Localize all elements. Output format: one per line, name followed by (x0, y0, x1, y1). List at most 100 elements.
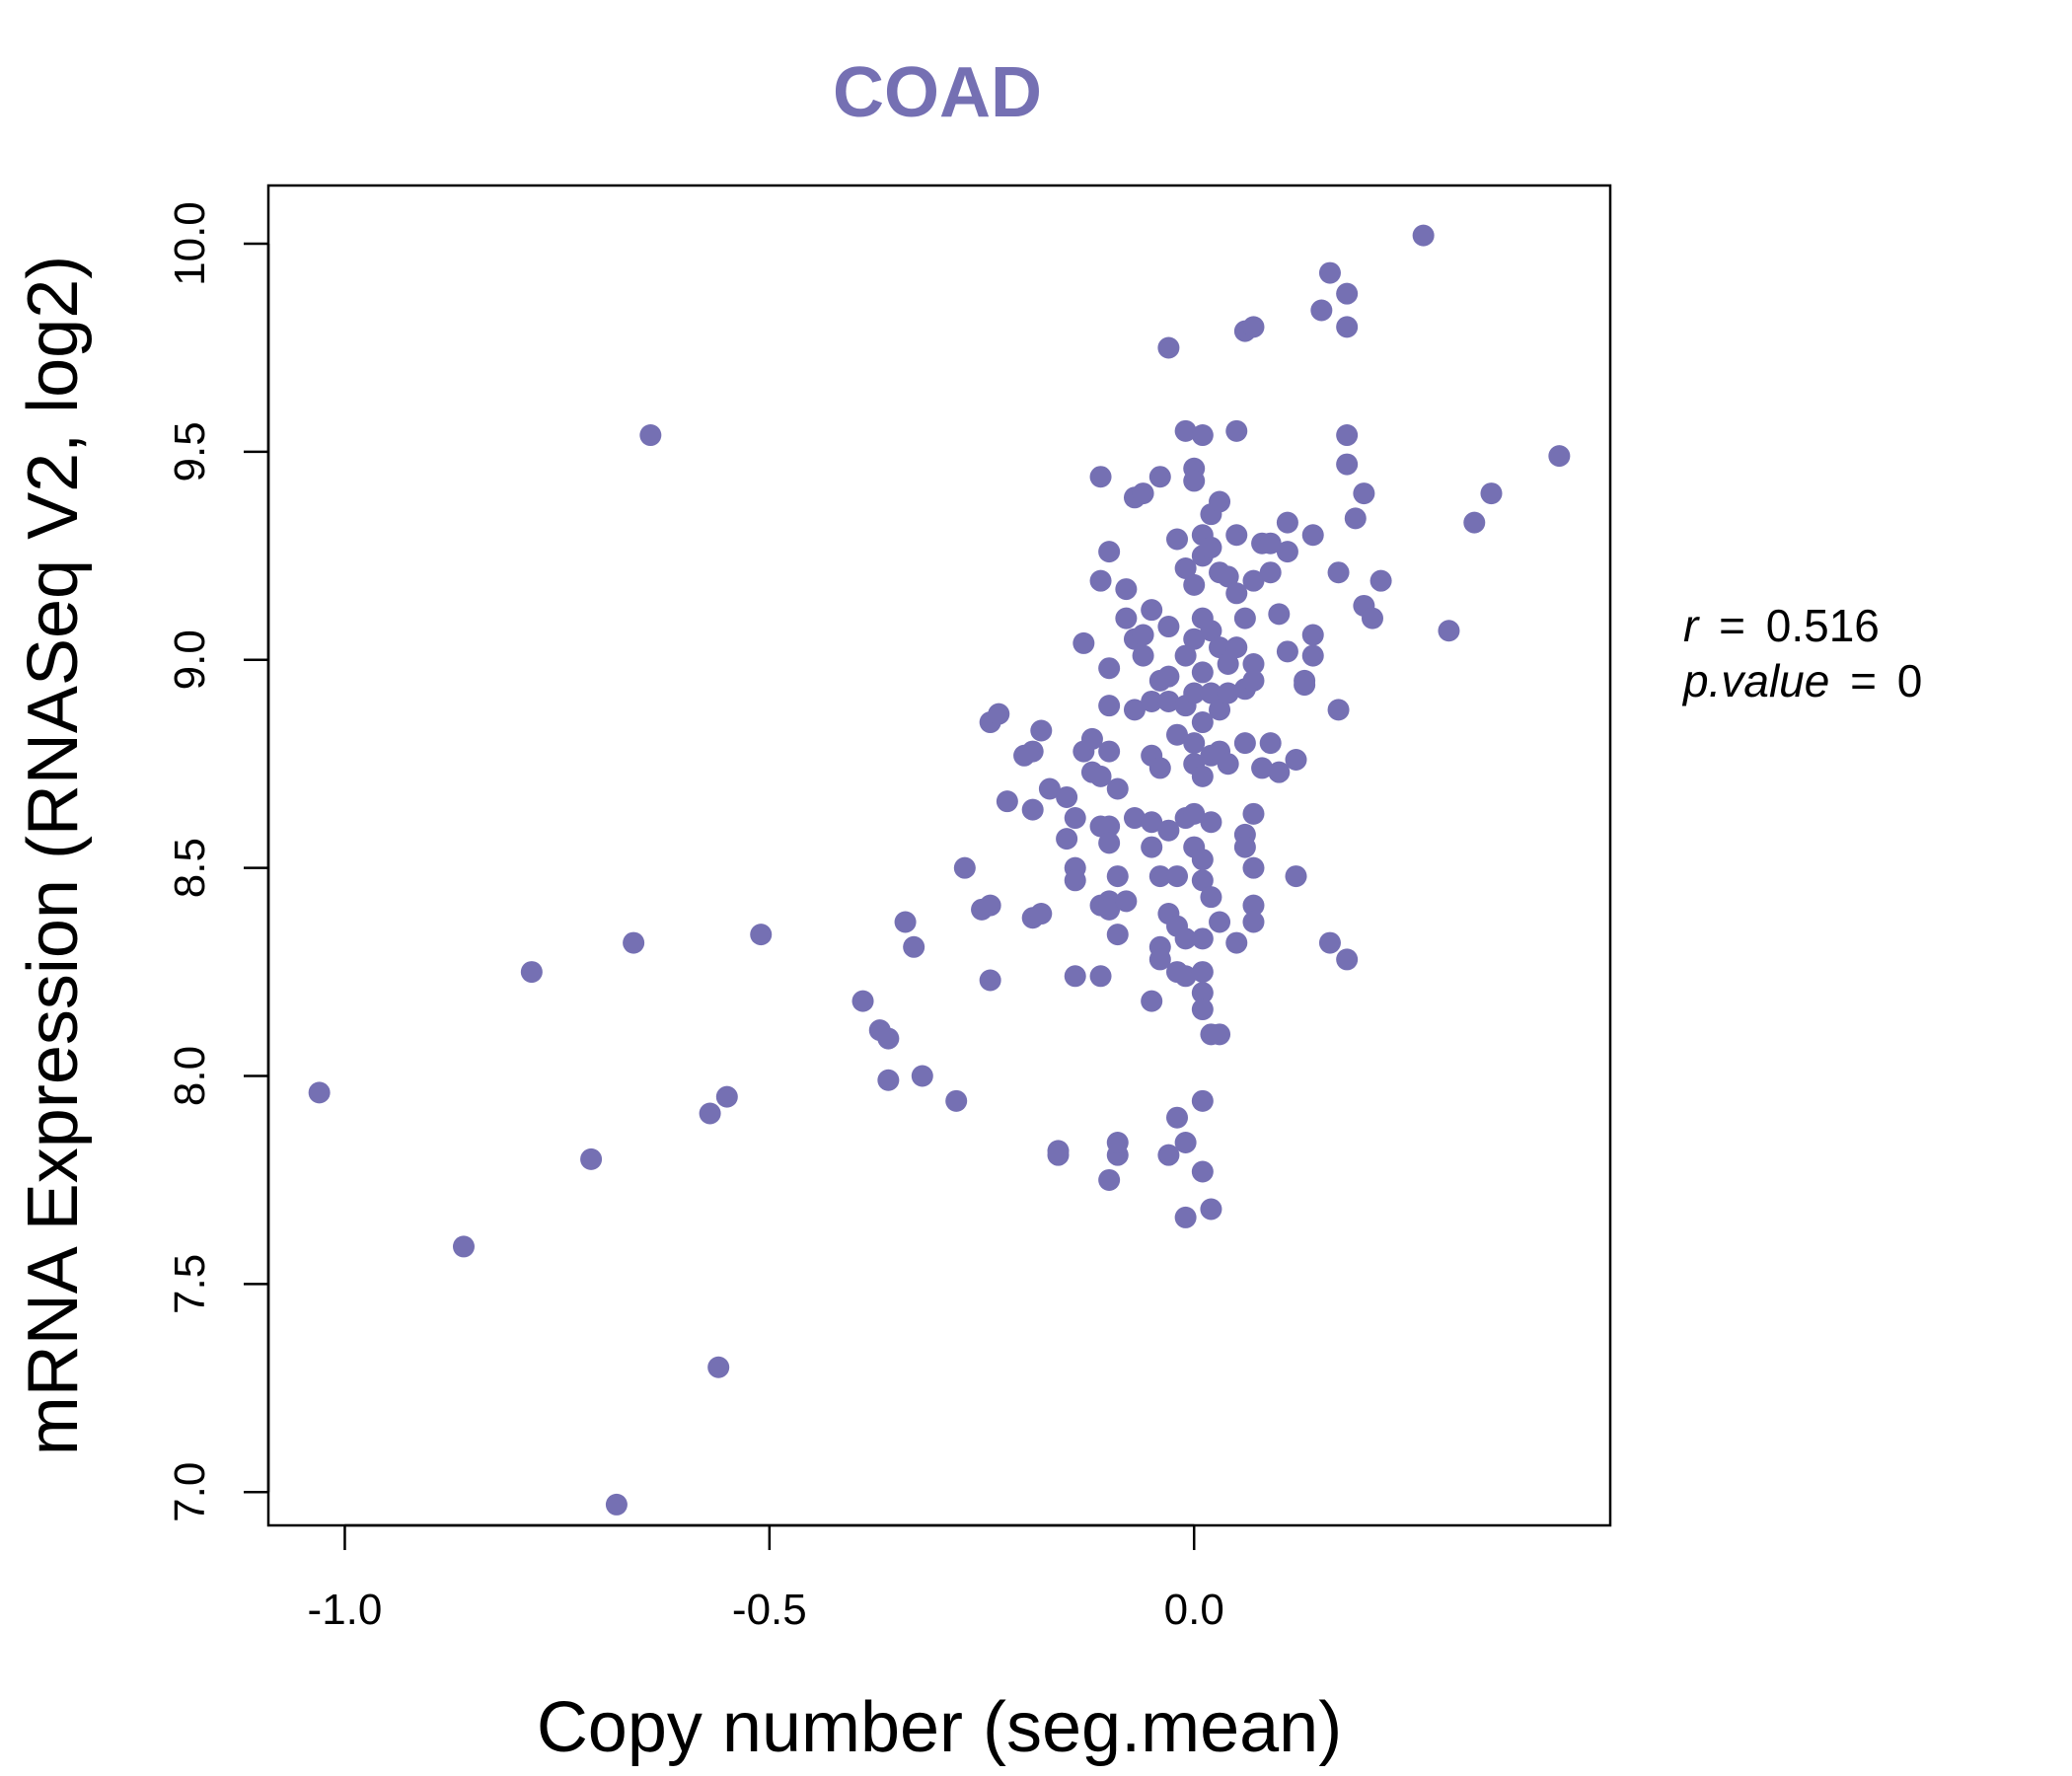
scatter-point (1217, 753, 1239, 776)
scatter-point (1191, 765, 1214, 787)
scatter-point (1242, 653, 1265, 675)
scatter-point (1047, 1144, 1070, 1166)
p-value: 0 (1897, 655, 1923, 706)
scatter-point (1021, 740, 1044, 763)
scatter-point (1217, 565, 1239, 588)
scatter-point (1336, 948, 1359, 971)
scatter-point (1123, 807, 1146, 830)
y-tick-label: 8.5 (166, 838, 214, 898)
scatter-point (1209, 1023, 1231, 1046)
scatter-point (1191, 999, 1214, 1021)
y-axis: 7.0 7.5 8.0 8.5 9.0 9.5 10.0 (166, 201, 270, 1522)
scatter-point (1191, 661, 1214, 684)
plot-area (266, 184, 1612, 1527)
scatter-point (1276, 511, 1298, 534)
scatter-point (1123, 699, 1146, 721)
scatter-point (1285, 749, 1307, 771)
scatter-point (1148, 865, 1171, 888)
scatter-point (1141, 690, 1163, 712)
r-equals: = (1719, 600, 1745, 651)
scatter-point (1183, 732, 1206, 755)
scatter-point (1148, 948, 1171, 971)
scatter-point (894, 911, 917, 933)
scatter-point (1166, 528, 1189, 551)
scatter-point (452, 1235, 475, 1258)
scatter-point (1191, 849, 1214, 871)
scatter-point (1209, 911, 1231, 933)
scatter-point (1183, 682, 1206, 704)
y-tick-label: 9.0 (166, 629, 214, 690)
scatter-point (1200, 886, 1222, 909)
scatter-point (1098, 541, 1121, 563)
correlation-annotation: r = 0.516 p.value = 0 (1681, 600, 1922, 706)
scatter-point (1276, 640, 1298, 663)
scatter-point (877, 1069, 900, 1091)
scatter-point (1157, 665, 1180, 688)
scatter-point (715, 1085, 738, 1108)
x-axis-title: Copy number (seg.mean) (537, 1688, 1342, 1767)
scatter-point (1030, 719, 1053, 742)
scatter-point (1191, 1089, 1214, 1112)
scatter-point (1225, 524, 1248, 547)
scatter-point (1174, 1206, 1197, 1228)
scatter-point (750, 924, 773, 946)
scatter-point (945, 1089, 968, 1112)
scatter-point (1285, 865, 1307, 888)
x-tick-label: -0.5 (732, 1586, 807, 1634)
y-tick-label: 7.5 (166, 1254, 214, 1314)
scatter-point (1174, 419, 1197, 442)
scatter-point (1209, 699, 1231, 721)
scatter-point (1089, 466, 1112, 488)
scatter-point (1268, 603, 1291, 626)
scatter-point (1157, 819, 1180, 842)
scatter-point (1106, 865, 1129, 888)
scatter-point (1200, 811, 1222, 834)
scatter-point (1141, 811, 1163, 834)
scatter-point (1268, 761, 1291, 783)
scatter-point (1242, 669, 1265, 692)
scatter-point (903, 935, 925, 958)
scatter-point (1301, 624, 1324, 646)
scatter-point (1191, 711, 1214, 734)
scatter-point (1148, 757, 1171, 779)
scatter-point (1548, 445, 1571, 468)
scatter-point (1336, 282, 1359, 305)
scatter-point (1106, 777, 1129, 800)
scatter-point (1089, 765, 1112, 787)
scatter-point (605, 1493, 628, 1516)
scatter-point (1183, 628, 1206, 650)
scatter-point (1251, 757, 1274, 779)
scatter-point (1064, 807, 1086, 830)
scatter-point (1132, 644, 1154, 667)
scatter-point (1166, 1106, 1189, 1129)
scatter-point (1361, 607, 1383, 629)
scatter-point (1318, 261, 1341, 284)
scatter-point (580, 1147, 603, 1170)
scatter-point (1106, 924, 1129, 946)
scatter-point (1225, 419, 1248, 442)
scatter-point (1259, 561, 1282, 584)
scatter-point (851, 990, 874, 1012)
scatter-point (1200, 682, 1222, 704)
scatter-point (1480, 482, 1503, 505)
scatter-point (1089, 569, 1112, 592)
scatter-point (1056, 828, 1078, 851)
scatter-point (1106, 1132, 1129, 1153)
scatter-point (1132, 482, 1154, 505)
scatter-point (1200, 536, 1222, 558)
scatter-point (1115, 607, 1138, 629)
scatter-point (623, 931, 645, 954)
y-tick-label: 10.0 (166, 201, 214, 286)
x-tick-label: -1.0 (308, 1586, 383, 1634)
scatter-point (1183, 470, 1206, 492)
scatter-point (1200, 1198, 1222, 1221)
scatter-point (1336, 424, 1359, 447)
p-label: p.value (1681, 655, 1829, 706)
scatter-point (1318, 931, 1341, 954)
scatter-point (1157, 616, 1180, 638)
scatter-point (1098, 695, 1121, 717)
scatter-point (1038, 777, 1061, 800)
scatter-point (1242, 911, 1265, 933)
scatter-point (1276, 541, 1298, 563)
scatter-point (1310, 299, 1333, 322)
